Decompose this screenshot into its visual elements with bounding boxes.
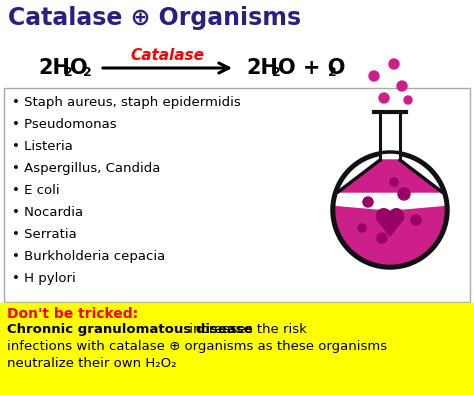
Text: neutralize their own H₂O₂: neutralize their own H₂O₂: [7, 357, 176, 370]
Text: • Staph aureus, staph epidermidis: • Staph aureus, staph epidermidis: [12, 96, 241, 109]
Circle shape: [389, 59, 399, 69]
Text: • Burkholderia cepacia: • Burkholderia cepacia: [12, 250, 165, 263]
Circle shape: [363, 197, 373, 207]
Text: • Listeria: • Listeria: [12, 140, 73, 153]
Circle shape: [377, 233, 387, 243]
Bar: [0, 303, 474, 395]
Text: • Pseudomonas: • Pseudomonas: [12, 118, 117, 131]
Text: • H pylori: • H pylori: [12, 272, 76, 285]
Text: • Aspergillus, Candida: • Aspergillus, Candida: [12, 162, 160, 175]
Circle shape: [376, 209, 391, 223]
Text: • Serratia: • Serratia: [12, 228, 77, 241]
Circle shape: [397, 81, 407, 91]
Text: infections with catalase ⊕ organisms as these organisms: infections with catalase ⊕ organisms as …: [7, 340, 387, 353]
Text: increases the risk: increases the risk: [185, 323, 307, 336]
Text: 2: 2: [64, 66, 73, 79]
Circle shape: [332, 152, 448, 268]
Circle shape: [404, 96, 412, 104]
Circle shape: [389, 209, 403, 223]
Text: 2H: 2H: [38, 58, 70, 78]
Text: Chronnic granulomatous disease: Chronnic granulomatous disease: [7, 323, 253, 336]
Text: 2H: 2H: [246, 58, 278, 78]
Polygon shape: [376, 218, 404, 236]
Text: • E coli: • E coli: [12, 184, 60, 197]
Text: O + O: O + O: [278, 58, 346, 78]
Circle shape: [336, 156, 444, 264]
Text: Don't be tricked:: Don't be tricked:: [7, 307, 138, 321]
Circle shape: [390, 178, 398, 186]
Circle shape: [398, 188, 410, 200]
Polygon shape: [338, 160, 442, 192]
Circle shape: [369, 71, 379, 81]
Wedge shape: [336, 156, 444, 210]
Polygon shape: [338, 160, 442, 192]
Bar: [380, 108, 400, 160]
Text: Catalase: Catalase: [130, 47, 204, 62]
Circle shape: [379, 93, 389, 103]
Circle shape: [358, 224, 366, 232]
Text: 2: 2: [272, 66, 281, 79]
Circle shape: [411, 215, 421, 225]
Text: 2: 2: [83, 66, 92, 79]
Bar: [4, 88, 470, 302]
Text: Catalase ⊕ Organisms: Catalase ⊕ Organisms: [8, 6, 301, 30]
Text: O: O: [70, 58, 88, 78]
Text: 2: 2: [328, 66, 337, 79]
Text: • Nocardia: • Nocardia: [12, 206, 83, 219]
